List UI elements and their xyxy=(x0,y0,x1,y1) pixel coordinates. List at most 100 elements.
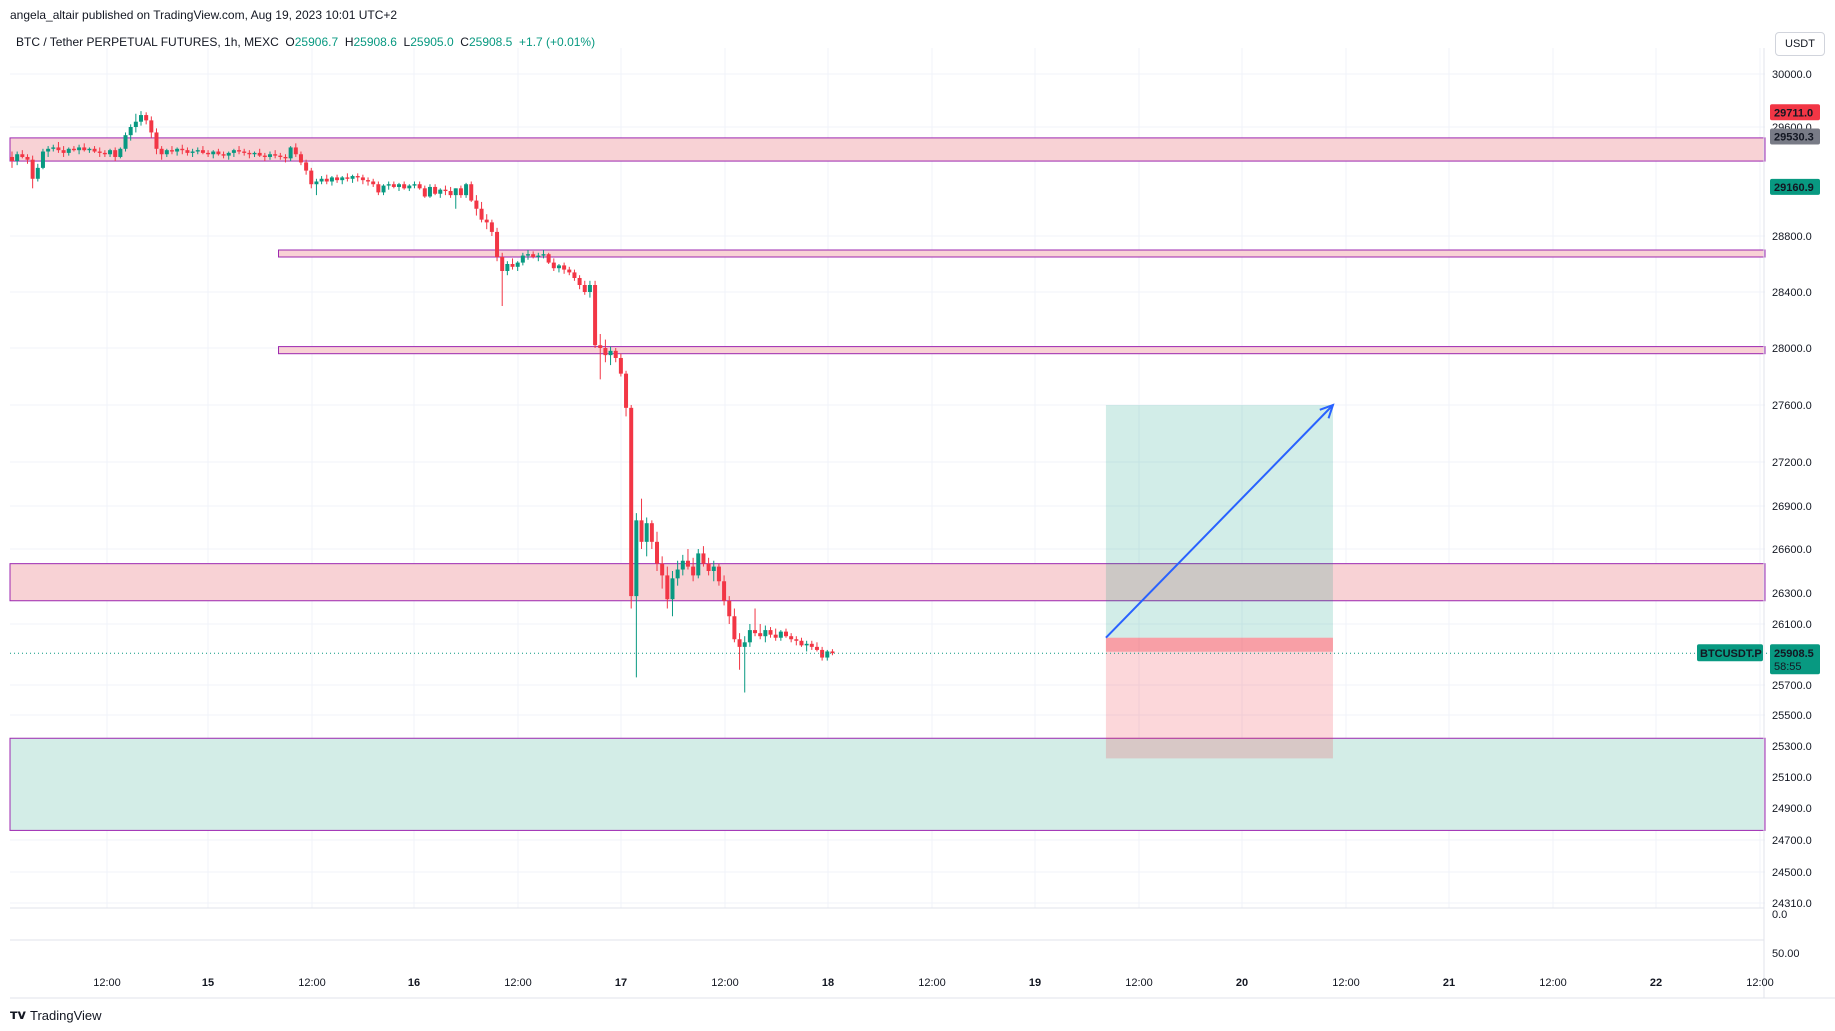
candle-body xyxy=(298,154,303,163)
candle-body xyxy=(407,185,412,189)
candle-body xyxy=(427,186,432,197)
candle-body xyxy=(820,649,825,658)
y-tick-label: 24700.0 xyxy=(1772,835,1812,847)
candle-body xyxy=(133,121,138,127)
projection-arrow xyxy=(1105,404,1334,639)
candle-body xyxy=(603,348,608,356)
candle-body xyxy=(546,254,551,263)
candle-body xyxy=(108,150,113,155)
y-tick-label: 25300.0 xyxy=(1772,741,1812,753)
candle-body xyxy=(216,151,221,155)
candle-body xyxy=(536,255,541,257)
y-tick-label: 24900.0 xyxy=(1772,803,1812,815)
candle-body xyxy=(113,150,118,157)
candle-body xyxy=(618,357,623,374)
candle-body xyxy=(629,407,634,597)
x-tick-label: 12:00 xyxy=(918,977,946,989)
x-tick-label: 15 xyxy=(202,977,214,989)
supply-zone xyxy=(9,563,1766,602)
candle-body xyxy=(495,231,500,257)
x-tick-label: 12:00 xyxy=(1539,977,1567,989)
candle-body xyxy=(40,151,45,168)
candle-body xyxy=(675,569,680,579)
candle-body xyxy=(10,156,14,162)
y-tick-label: 25700.0 xyxy=(1772,680,1812,692)
candle-body xyxy=(443,189,448,192)
candle-body xyxy=(87,148,92,151)
candle-body xyxy=(794,639,799,641)
candle-body xyxy=(433,186,438,194)
candle-body xyxy=(747,630,752,643)
candle-body xyxy=(25,156,30,160)
candle-body xyxy=(247,152,252,155)
candle-body xyxy=(649,523,654,542)
candle-body xyxy=(464,184,469,196)
candle-body xyxy=(61,150,66,153)
candle-body xyxy=(696,553,701,576)
symbol-name: BTC / Tether PERPETUAL FUTURES, 1h, MEXC xyxy=(16,35,279,49)
candle-body xyxy=(273,154,278,156)
candle-body xyxy=(314,181,319,185)
candle-body xyxy=(773,634,778,638)
y-tick-label: 26100.0 xyxy=(1772,619,1812,631)
candle-body xyxy=(371,181,376,185)
candle-body xyxy=(479,208,484,220)
candle-body xyxy=(30,159,35,179)
candle-body xyxy=(226,152,231,156)
candle-body xyxy=(231,150,236,153)
x-tick-label: 12:00 xyxy=(1125,977,1153,989)
x-tick-label: 21 xyxy=(1443,977,1455,989)
symbol-legend: BTC / Tether PERPETUAL FUTURES, 1h, MEXC… xyxy=(16,35,595,49)
candle-body xyxy=(541,254,546,256)
candle-body xyxy=(185,150,190,153)
candle-body xyxy=(82,147,87,151)
x-tick-label: 12:00 xyxy=(711,977,739,989)
price-label-box xyxy=(1770,178,1820,195)
y-tick-label: 27600.0 xyxy=(1772,400,1812,412)
symbol-tag-box xyxy=(1697,644,1763,662)
candle-body xyxy=(515,262,520,267)
y-tick-label: 27200.0 xyxy=(1772,457,1812,469)
tradingview-logo[interactable]: ᴛᴠ TradingView xyxy=(10,1008,102,1023)
candle-body xyxy=(526,254,530,256)
y-tick-label: 28400.0 xyxy=(1772,287,1812,299)
candle-body xyxy=(402,184,407,189)
candle-body xyxy=(489,222,494,232)
candle-body xyxy=(778,631,783,638)
candle-body xyxy=(825,651,830,658)
candle-body xyxy=(577,278,582,285)
candle-body xyxy=(262,155,267,157)
candle-body xyxy=(391,184,396,187)
candle-body xyxy=(139,115,143,122)
candle-body xyxy=(500,257,505,271)
x-tick-label: 16 xyxy=(408,977,420,989)
supply-zone xyxy=(278,249,1766,258)
candle-body xyxy=(221,154,226,156)
currency-button[interactable]: USDT xyxy=(1775,32,1825,56)
y-tick-label: 25500.0 xyxy=(1772,710,1812,722)
candle-body xyxy=(355,176,360,178)
candle-body xyxy=(180,148,185,151)
candle-body xyxy=(237,150,242,152)
open-value: 25906.7 xyxy=(294,35,339,49)
close-label: C xyxy=(460,35,469,49)
candle-body xyxy=(118,148,123,157)
candle-body xyxy=(556,265,561,269)
candle-body xyxy=(350,176,355,179)
low-label: L xyxy=(403,35,411,49)
candle-body xyxy=(685,560,690,567)
candle-body xyxy=(128,127,133,136)
candle-body xyxy=(46,148,51,152)
candle-body xyxy=(809,643,814,647)
candle-body xyxy=(283,156,288,159)
candle-body xyxy=(92,148,97,152)
candle-body xyxy=(458,188,463,196)
indicator-tick-label: 0.0 xyxy=(1772,909,1787,921)
candle-body xyxy=(784,631,788,637)
candle-body xyxy=(639,520,644,542)
candle-body xyxy=(397,184,401,187)
candle-body xyxy=(582,285,587,292)
candle-body xyxy=(211,151,216,155)
y-tick-label: 26900.0 xyxy=(1772,501,1812,513)
